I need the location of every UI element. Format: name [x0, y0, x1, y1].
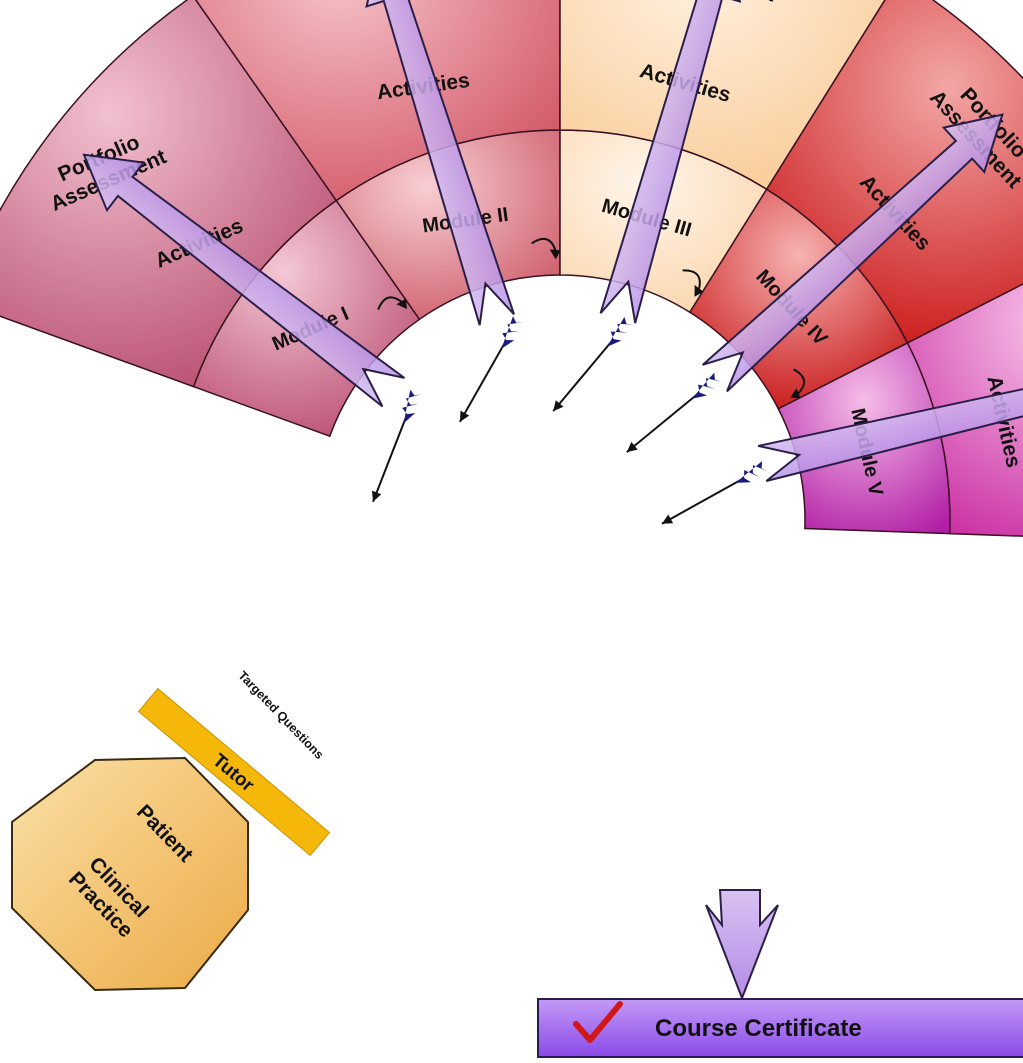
module-outer-sector — [194, 0, 561, 202]
dart-arrow-icon — [661, 461, 769, 525]
activity-arrow — [365, 0, 515, 326]
activity-arrow — [702, 113, 1004, 393]
module-outer-sector — [0, 0, 338, 388]
module-outer-sector — [559, 0, 886, 191]
question-darts — [371, 316, 769, 525]
dart-arrow-icon — [371, 389, 422, 503]
module-outer-sector — [765, 0, 1023, 344]
checkmark-icon — [573, 1001, 623, 1043]
patient-octagon: Patient Clinical Practice — [11, 756, 249, 992]
targeted-questions-label: Targeted Questions — [235, 668, 326, 762]
course-certificate-bar: Course Certificate — [537, 998, 1023, 1058]
transition-curl-icon — [790, 368, 806, 399]
course-certificate-label: Course Certificate — [655, 1015, 862, 1042]
module-transition-arrows — [377, 237, 806, 399]
activity-arrow — [757, 355, 1023, 482]
transition-curl-icon — [682, 269, 704, 297]
dart-arrow-icon — [459, 316, 524, 423]
transition-curl-icon — [377, 296, 407, 311]
activity-arrow — [82, 153, 405, 408]
dart-arrow-icon — [626, 372, 722, 453]
dart-arrow-icon — [552, 316, 634, 412]
activity-arrow — [599, 0, 742, 324]
targeted-questions-text: Targeted Questions — [235, 668, 326, 762]
transition-curl-icon — [531, 237, 561, 260]
certificate-arrow — [705, 889, 779, 1001]
activity-arrows — [82, 0, 1023, 1001]
